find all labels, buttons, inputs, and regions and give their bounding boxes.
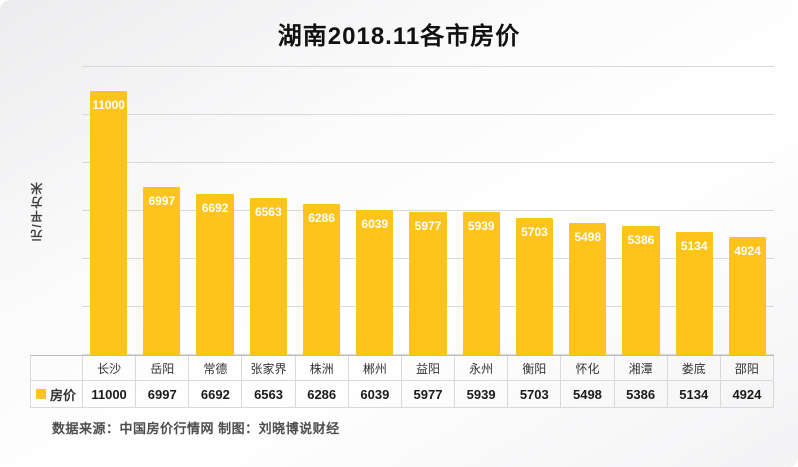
gridline	[82, 210, 774, 211]
bar-column: 5977	[401, 67, 454, 355]
city-header-cell: 娄底	[667, 356, 721, 381]
bar-column: 6692	[188, 67, 241, 355]
bar-株洲: 6286	[302, 204, 341, 355]
bar-column: 5134	[668, 67, 721, 355]
bar-常德: 6692	[196, 194, 234, 355]
gridline	[82, 162, 774, 163]
bar-长沙: 11000	[89, 91, 128, 355]
bar-column: 6563	[242, 67, 295, 355]
bar-value-label: 5703	[521, 225, 548, 240]
bar-column: 6286	[295, 67, 348, 355]
value-cell: 6997	[136, 381, 190, 408]
value-cell: 4924	[720, 381, 774, 408]
bars-container: 11000 6997 6692 6563 6286 6039 5977 5939 5703 549…	[82, 67, 774, 355]
bar-娄底: 5134	[675, 231, 713, 355]
bar-column: 6997	[135, 67, 188, 355]
bar-永州: 5939	[462, 212, 500, 355]
city-header-cell: 怀化	[561, 356, 615, 381]
table-corner-cell	[31, 356, 83, 381]
bar-column: 6039	[348, 67, 401, 355]
value-cell: 11000	[83, 381, 137, 408]
chart-area: 元/平方米 11000 6997 6692 6563 6286 6039 5977 5939 5…	[30, 66, 774, 355]
bar-value-label: 5134	[680, 238, 708, 253]
value-cell: 5977	[401, 381, 456, 408]
bar-value-label: 6997	[148, 194, 176, 209]
value-cell: 5703	[508, 381, 562, 408]
value-cell: 6692	[189, 381, 243, 408]
bar-邵阳: 4924	[728, 236, 767, 355]
value-cell: 5134	[667, 381, 721, 408]
city-header-cell: 常德	[189, 356, 243, 381]
value-cell: 6563	[242, 381, 296, 408]
y-axis-label: 元/平方米	[30, 180, 44, 242]
value-cell: 6039	[348, 381, 402, 408]
legend-cell: 房价	[31, 381, 83, 408]
city-header-cell: 岳阳	[136, 356, 190, 381]
bar-column: 11000	[82, 67, 135, 355]
gridline	[82, 66, 774, 67]
gridline	[82, 114, 774, 115]
bar-value-label: 5386	[627, 232, 655, 247]
bar-column: 4924	[721, 67, 774, 355]
bar-郴州: 6039	[356, 210, 394, 355]
bar-value-label: 6563	[254, 204, 282, 219]
city-header-cell: 郴州	[348, 356, 402, 381]
bar-column: 5939	[455, 67, 508, 355]
value-cell: 5386	[614, 381, 668, 408]
city-header-cell: 衡阳	[508, 356, 562, 381]
value-cell: 5939	[455, 381, 509, 408]
value-cell: 6286	[295, 381, 349, 408]
city-header-cell: 长沙	[83, 356, 137, 381]
bar-column: 5386	[614, 67, 667, 355]
data-table: 长沙 岳阳 常德 张家界 株洲 郴州 益阳 永州 衡阳 怀化 湘潭 娄底 邵阳房价 11000 6997 66…	[30, 355, 774, 408]
city-header-cell: 张家界	[242, 356, 296, 381]
bar-value-label: 11000	[92, 98, 125, 112]
bar-value-label: 5498	[574, 230, 602, 245]
bar-value-label: 5977	[414, 218, 442, 233]
source-note: 数据来源：中国房价行情网 制图：刘晓博说财经	[52, 421, 340, 436]
bar-value-label: 6286	[308, 211, 335, 226]
bar-怀化: 5498	[569, 223, 607, 355]
legend-label: 房价	[50, 387, 77, 403]
bar-张家界: 6563	[249, 197, 287, 355]
city-header-cell: 邵阳	[720, 356, 774, 381]
bar-岳阳: 6997	[143, 187, 181, 355]
bar-value-label: 6692	[201, 201, 229, 216]
value-cell: 5498	[561, 381, 615, 408]
city-header-cell: 株洲	[295, 356, 349, 381]
bar-value-label: 6039	[361, 217, 389, 232]
bar-益阳: 5977	[409, 211, 447, 355]
city-header-cell: 永州	[455, 356, 509, 381]
bar-column: 5703	[508, 67, 561, 355]
chart-title: 湖南2018.11各市房价	[277, 23, 521, 50]
legend-swatch-icon	[36, 389, 46, 399]
bar-衡阳: 5703	[515, 218, 554, 355]
bar-value-label: 4924	[734, 243, 761, 258]
city-header-cell: 湘潭	[614, 356, 668, 381]
bar-湘潭: 5386	[622, 225, 660, 355]
plot-area: 11000 6997 6692 6563 6286 6039 5977 5939 5703 549…	[82, 66, 774, 355]
bar-column: 5498	[561, 67, 614, 355]
bar-value-label: 5939	[467, 219, 495, 234]
city-header-cell: 益阳	[401, 356, 456, 381]
